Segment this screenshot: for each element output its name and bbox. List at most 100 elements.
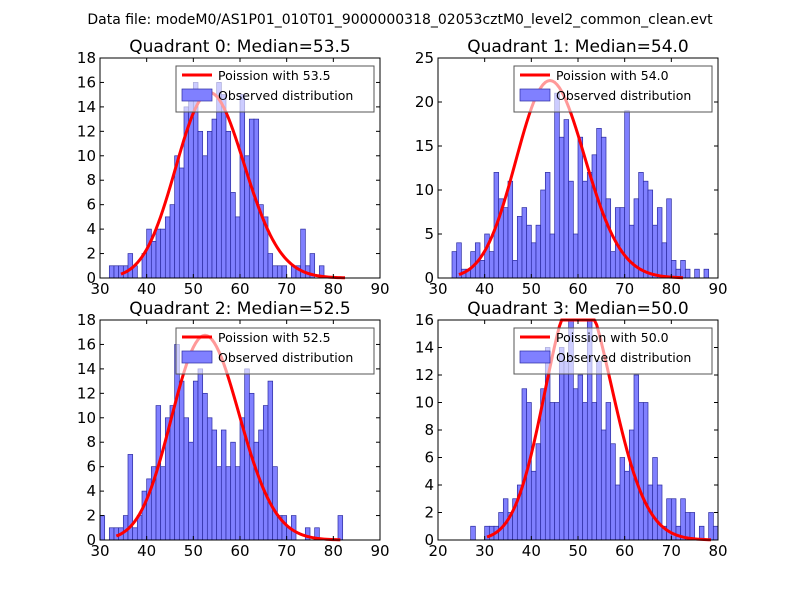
histogram-bar <box>591 154 598 279</box>
y-tick-label: 2 <box>86 245 96 263</box>
y-tick-label: 8 <box>424 421 434 439</box>
histogram-bar <box>586 172 593 279</box>
histogram-bar <box>127 253 134 279</box>
histogram-bar <box>638 172 644 279</box>
histogram-bar <box>563 360 570 541</box>
histogram-bar <box>572 233 579 279</box>
y-tick-label: 12 <box>77 122 96 140</box>
histogram-bar <box>230 192 236 279</box>
y-tick-label: 4 <box>86 482 96 500</box>
histogram-bar <box>178 380 185 541</box>
legend-patch-swatch <box>181 350 213 364</box>
poisson-curve <box>120 91 346 280</box>
histogram-bar <box>582 180 588 279</box>
y-tick-label: 10 <box>415 394 434 412</box>
histogram-bar <box>689 512 696 541</box>
y-tick-label: 10 <box>77 147 96 165</box>
histogram-bar <box>670 260 677 279</box>
histogram-bar <box>479 260 486 279</box>
chart-title: Quadrant 1: Median=54.0 <box>467 37 689 57</box>
histogram-bar <box>544 172 551 279</box>
histogram-bar <box>108 265 115 279</box>
y-tick-label: 14 <box>77 98 96 116</box>
histogram-bar <box>211 118 218 279</box>
y-tick-label: 0 <box>424 531 434 549</box>
y-tick-label: 2 <box>86 507 96 525</box>
histogram-bar <box>132 527 138 541</box>
y-tick-label: 4 <box>424 476 434 494</box>
histogram-bar <box>192 380 199 541</box>
histogram-bar <box>108 527 115 541</box>
histogram-bar <box>230 441 236 541</box>
x-tick-label: 70 <box>277 542 296 560</box>
histogram-bar <box>708 512 714 541</box>
histogram-bar <box>202 392 208 541</box>
histogram-bar <box>596 360 602 541</box>
x-tick-label: 40 <box>137 280 156 298</box>
x-tick-label: 70 <box>615 280 634 298</box>
histogram-bar <box>188 441 194 541</box>
x-tick-label: 30 <box>475 542 494 560</box>
x-tick-label: 50 <box>568 542 587 560</box>
x-tick-label: 80 <box>324 280 343 298</box>
legend-label: Observed distribution <box>556 88 691 103</box>
y-tick-label: 0 <box>424 269 434 287</box>
bars-group <box>451 92 710 279</box>
histogram-bar <box>684 512 691 541</box>
x-tick-label: 40 <box>137 542 156 560</box>
histogram-bar <box>99 515 106 541</box>
chart-quadrant-0: Quadrant 0: Median=53.5 30 40 50 60 70 80 90 0 2 4… <box>77 37 390 298</box>
histogram-bar <box>272 265 278 279</box>
histogram-bar <box>169 204 176 279</box>
x-tick-label: 30 <box>428 280 447 298</box>
histogram-bar <box>220 429 227 541</box>
histogram-bar <box>675 525 682 541</box>
x-tick-label: 90 <box>370 280 389 298</box>
histogram-bar <box>535 224 542 279</box>
histogram-bar <box>610 443 616 541</box>
chart-quadrant-1: Quadrant 1: Median=54.0 30 40 50 60 70 80 90 0 5 1… <box>415 37 728 298</box>
histogram-bar <box>549 402 556 541</box>
histogram-bar <box>619 207 626 279</box>
histogram-bar <box>605 198 612 279</box>
histogram-bar <box>666 198 672 279</box>
legend-patch-swatch <box>519 350 551 364</box>
histogram-bar <box>591 402 598 541</box>
y-tick-label: 8 <box>86 433 96 451</box>
histogram-bar <box>225 130 232 279</box>
y-tick-label: 0 <box>86 531 96 549</box>
x-tick-label: 90 <box>370 542 389 560</box>
legend-label: Observed distribution <box>556 350 691 365</box>
y-tick-label: 12 <box>77 384 96 402</box>
histogram-bar <box>652 457 658 541</box>
histogram-bar <box>507 180 514 279</box>
bars-group <box>470 319 719 541</box>
histogram-bar <box>272 466 278 541</box>
x-tick-label: 60 <box>568 280 587 298</box>
histogram-bar <box>703 268 710 279</box>
histogram-bar <box>628 429 635 541</box>
histogram-bar <box>470 525 476 541</box>
y-tick-label: 10 <box>77 409 96 427</box>
y-tick-label: 12 <box>415 366 434 384</box>
chart-title: Quadrant 0: Median=53.5 <box>129 37 351 57</box>
histogram-bar <box>521 388 528 541</box>
histogram-bar <box>526 224 532 279</box>
histogram-bar <box>530 242 537 279</box>
histogram-bar <box>502 207 509 279</box>
histogram-bar <box>178 167 185 279</box>
histogram-bar <box>577 136 584 279</box>
histogram-bar <box>267 253 274 279</box>
x-tick-label: 50 <box>184 280 203 298</box>
histogram-bar <box>202 155 208 279</box>
legend-label: Poission with 53.5 <box>218 68 331 83</box>
histogram-bar <box>582 402 588 541</box>
legend-patch-swatch <box>519 88 551 102</box>
y-tick-label: 0 <box>86 269 96 287</box>
histogram-bar <box>652 224 658 279</box>
histogram-bar <box>216 466 222 541</box>
histogram-bar <box>614 484 621 541</box>
histogram-bar <box>262 405 269 541</box>
histogram-bar <box>234 216 241 279</box>
y-tick-label: 25 <box>415 49 434 67</box>
